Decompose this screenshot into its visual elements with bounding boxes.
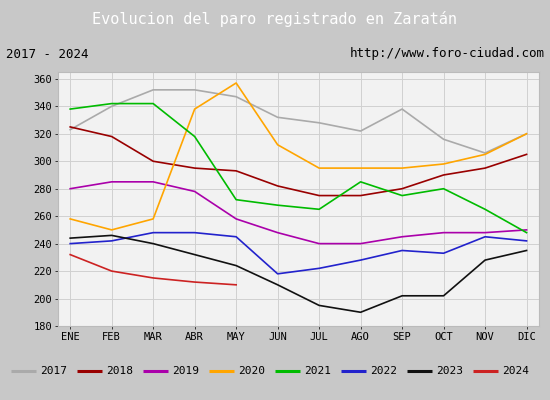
Text: 2023: 2023 — [436, 366, 463, 376]
Text: 2017 - 2024: 2017 - 2024 — [6, 48, 88, 60]
Text: 2019: 2019 — [172, 366, 199, 376]
Text: 2018: 2018 — [106, 366, 133, 376]
Text: 2021: 2021 — [304, 366, 331, 376]
Text: 2022: 2022 — [370, 366, 397, 376]
Text: http://www.foro-ciudad.com: http://www.foro-ciudad.com — [349, 48, 544, 60]
Text: 2020: 2020 — [238, 366, 265, 376]
Text: 2017: 2017 — [40, 366, 67, 376]
Text: Evolucion del paro registrado en Zaratán: Evolucion del paro registrado en Zaratán — [92, 11, 458, 27]
Text: 2024: 2024 — [502, 366, 529, 376]
